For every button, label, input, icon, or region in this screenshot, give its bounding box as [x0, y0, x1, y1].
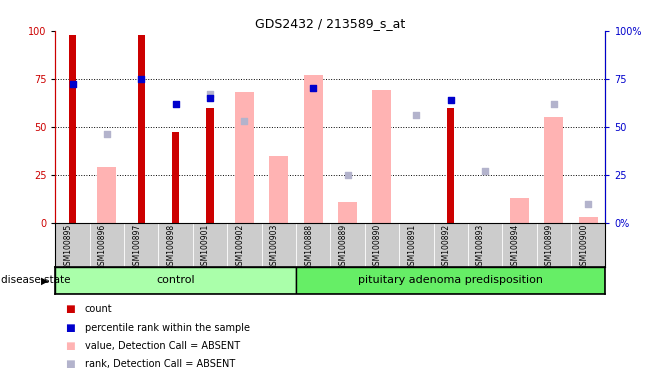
Text: ■: ■	[65, 323, 75, 333]
Point	[308, 85, 318, 91]
Point	[136, 76, 146, 82]
Bar	[338, 202, 357, 223]
Text: GSM100889: GSM100889	[339, 224, 348, 270]
Text: percentile rank within the sample: percentile rank within the sample	[85, 323, 249, 333]
Text: pituitary adenoma predisposition: pituitary adenoma predisposition	[358, 275, 543, 285]
Bar	[510, 198, 529, 223]
Point	[583, 200, 594, 207]
Bar	[55, 267, 296, 294]
Point	[342, 172, 353, 178]
Text: disease state: disease state	[1, 275, 70, 285]
Text: control: control	[156, 275, 195, 285]
Bar	[447, 108, 454, 223]
Bar	[235, 92, 254, 223]
Bar	[579, 217, 598, 223]
Text: GSM100890: GSM100890	[373, 224, 382, 270]
Text: ■: ■	[65, 341, 75, 351]
Text: GSM100903: GSM100903	[270, 224, 279, 270]
Bar	[544, 117, 563, 223]
Point	[445, 97, 456, 103]
Point	[102, 131, 112, 137]
Text: rank, Detection Call = ABSENT: rank, Detection Call = ABSENT	[85, 359, 235, 369]
Point	[480, 168, 490, 174]
Title: GDS2432 / 213589_s_at: GDS2432 / 213589_s_at	[255, 17, 406, 30]
Bar	[372, 90, 391, 223]
Text: GSM100895: GSM100895	[64, 224, 72, 270]
Text: value, Detection Call = ABSENT: value, Detection Call = ABSENT	[85, 341, 240, 351]
Point	[205, 91, 215, 97]
Text: GSM100888: GSM100888	[304, 224, 313, 270]
Bar	[98, 167, 117, 223]
Text: ■: ■	[65, 304, 75, 314]
Point	[205, 95, 215, 101]
Text: ▶: ▶	[40, 275, 48, 285]
Text: GSM100894: GSM100894	[510, 224, 519, 270]
Text: GSM100897: GSM100897	[132, 224, 141, 270]
Text: GSM100901: GSM100901	[201, 224, 210, 270]
Text: GSM100896: GSM100896	[98, 224, 107, 270]
Bar	[137, 35, 145, 223]
Point	[171, 101, 181, 107]
Bar	[296, 267, 605, 294]
Point	[549, 101, 559, 107]
Text: GSM100893: GSM100893	[476, 224, 485, 270]
Point	[239, 118, 249, 124]
Bar	[69, 35, 76, 223]
Bar	[304, 75, 323, 223]
Text: GSM100899: GSM100899	[545, 224, 554, 270]
Text: GSM100898: GSM100898	[167, 224, 176, 270]
Text: count: count	[85, 304, 112, 314]
Point	[67, 81, 77, 88]
Text: GSM100902: GSM100902	[236, 224, 244, 270]
Text: GSM100900: GSM100900	[579, 224, 589, 270]
Text: GSM100891: GSM100891	[408, 224, 417, 270]
Bar	[270, 156, 288, 223]
Bar	[206, 108, 214, 223]
Bar	[172, 132, 180, 223]
Text: ■: ■	[65, 359, 75, 369]
Point	[411, 112, 422, 118]
Text: GSM100892: GSM100892	[442, 224, 450, 270]
